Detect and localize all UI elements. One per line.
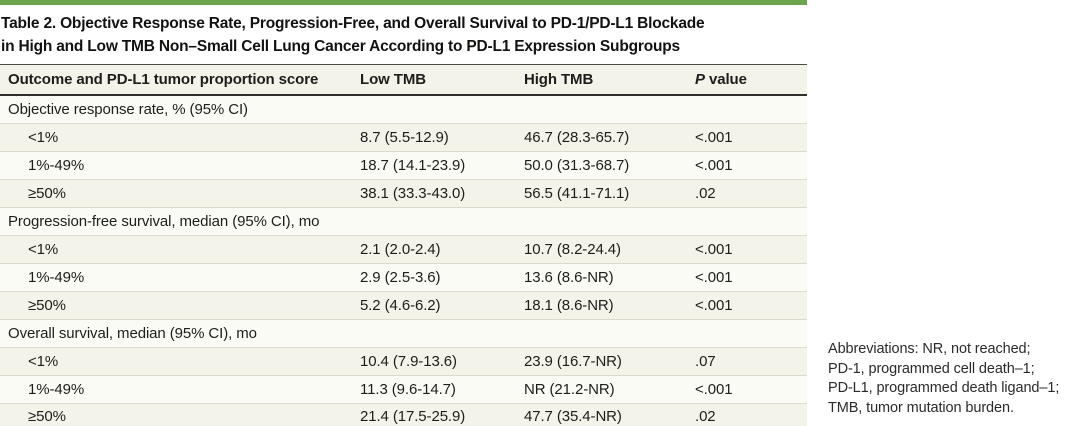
row-label: <1% <box>28 352 59 370</box>
column-header-outcome: Outcome and PD-L1 tumor proportion score <box>0 65 360 96</box>
section-header-row-pfs: Progression-free survival, median (95% C… <box>0 207 807 235</box>
high-tmb-value: 18.1 (8.6-NR) <box>524 296 614 314</box>
table-row: 1%-49% 2.9 (2.5-3.6) 13.6 (8.6-NR) <.001 <box>0 263 807 291</box>
table-row: ≥50% 21.4 (17.5-25.9) 47.7 (35.4-NR) .02 <box>0 403 807 426</box>
high-tmb-value: 56.5 (41.1-71.1) <box>524 184 630 202</box>
low-tmb-value: 10.4 (7.9-13.6) <box>360 352 457 370</box>
table-row: <1% 10.4 (7.9-13.6) 23.9 (16.7-NR) .07 <box>0 347 807 375</box>
p-value: <.001 <box>695 156 733 174</box>
table-row: ≥50% 5.2 (4.6-6.2) 18.1 (8.6-NR) <.001 <box>0 291 807 319</box>
low-tmb-value: 11.3 (9.6-14.7) <box>360 380 456 398</box>
table-row: <1% 8.7 (5.5-12.9) 46.7 (28.3-65.7) <.00… <box>0 123 807 151</box>
p-value: <.001 <box>695 268 733 286</box>
p-value: <.001 <box>695 240 733 258</box>
footnote-line: PD-1, programmed cell death–1; <box>828 360 1035 377</box>
table-row: ≥50% 38.1 (33.3-43.0) 56.5 (41.1-71.1) .… <box>0 179 807 207</box>
table-accent-bar <box>0 0 807 5</box>
high-tmb-value: 10.7 (8.2-24.4) <box>524 240 621 258</box>
p-value: .02 <box>695 408 716 425</box>
high-tmb-value: NR (21.2-NR) <box>524 380 615 398</box>
p-value: .02 <box>695 184 716 202</box>
low-tmb-value: 21.4 (17.5-25.9) <box>360 408 466 425</box>
high-tmb-value: 47.7 (35.4-NR) <box>524 408 622 425</box>
low-tmb-value: 2.1 (2.0-2.4) <box>360 240 441 258</box>
p-value: <.001 <box>695 380 733 398</box>
low-tmb-value: 38.1 (33.3-43.0) <box>360 184 466 202</box>
p-value: .07 <box>695 352 716 370</box>
row-label: 1%-49% <box>28 156 85 174</box>
section-header: Progression-free survival, median (95% C… <box>8 212 320 230</box>
section-header: Overall survival, median (95% CI), mo <box>8 324 257 342</box>
row-label: ≥50% <box>28 408 66 425</box>
table-title-line2: in High and Low TMB Non–Small Cell Lung … <box>1 38 680 55</box>
table-title-line1: Table 2. Objective Response Rate, Progre… <box>1 15 705 32</box>
footnote-line: Abbreviations: NR, not reached; <box>828 341 1031 357</box>
high-tmb-value: 50.0 (31.3-68.7) <box>524 156 630 174</box>
table-row: <1% 2.1 (2.0-2.4) 10.7 (8.2-24.4) <.001 <box>0 235 807 263</box>
high-tmb-value: 13.6 (8.6-NR) <box>524 268 614 286</box>
row-label: <1% <box>28 240 59 258</box>
row-label: 1%-49% <box>28 380 85 398</box>
table-row: 1%-49% 11.3 (9.6-14.7) NR (21.2-NR) <.00… <box>0 375 807 403</box>
section-header-row-os: Overall survival, median (95% CI), mo <box>0 319 807 347</box>
row-label: ≥50% <box>28 296 66 314</box>
footnote-line: PD-L1, programmed death ligand–1; <box>828 380 1060 396</box>
p-value: <.001 <box>695 128 733 146</box>
high-tmb-value: 46.7 (28.3-65.7) <box>524 128 630 146</box>
p-value: <.001 <box>695 296 733 314</box>
table-title: Table 2. Objective Response Rate, Progre… <box>0 5 807 65</box>
results-table: Outcome and PD-L1 tumor proportion score… <box>0 65 807 426</box>
footnote-line: TMB, tumor mutation burden. <box>828 399 1014 416</box>
low-tmb-value: 18.7 (14.1-23.9) <box>360 156 466 174</box>
row-label: 1%-49% <box>28 268 85 286</box>
column-header-p-value: P value <box>695 65 807 96</box>
table-figure: Table 2. Objective Response Rate, Progre… <box>0 0 807 426</box>
row-label: <1% <box>28 128 59 146</box>
section-header: Objective response rate, % (95% CI) <box>8 100 248 118</box>
low-tmb-value: 2.9 (2.5-3.6) <box>360 268 441 286</box>
column-header-row: Outcome and PD-L1 tumor proportion score… <box>0 65 807 96</box>
section-header-row-orr: Objective response rate, % (95% CI) <box>0 95 807 123</box>
row-label: ≥50% <box>28 184 66 202</box>
column-header-low-tmb: Low TMB <box>360 65 524 96</box>
column-header-high-tmb: High TMB <box>524 65 695 96</box>
abbreviations-footnote: Abbreviations: NR, not reached; PD-1, pr… <box>828 340 1080 418</box>
high-tmb-value: 23.9 (16.7-NR) <box>524 352 622 370</box>
low-tmb-value: 5.2 (4.6-6.2) <box>360 296 441 314</box>
low-tmb-value: 8.7 (5.5-12.9) <box>360 128 449 146</box>
table-row: 1%-49% 18.7 (14.1-23.9) 50.0 (31.3-68.7)… <box>0 151 807 179</box>
